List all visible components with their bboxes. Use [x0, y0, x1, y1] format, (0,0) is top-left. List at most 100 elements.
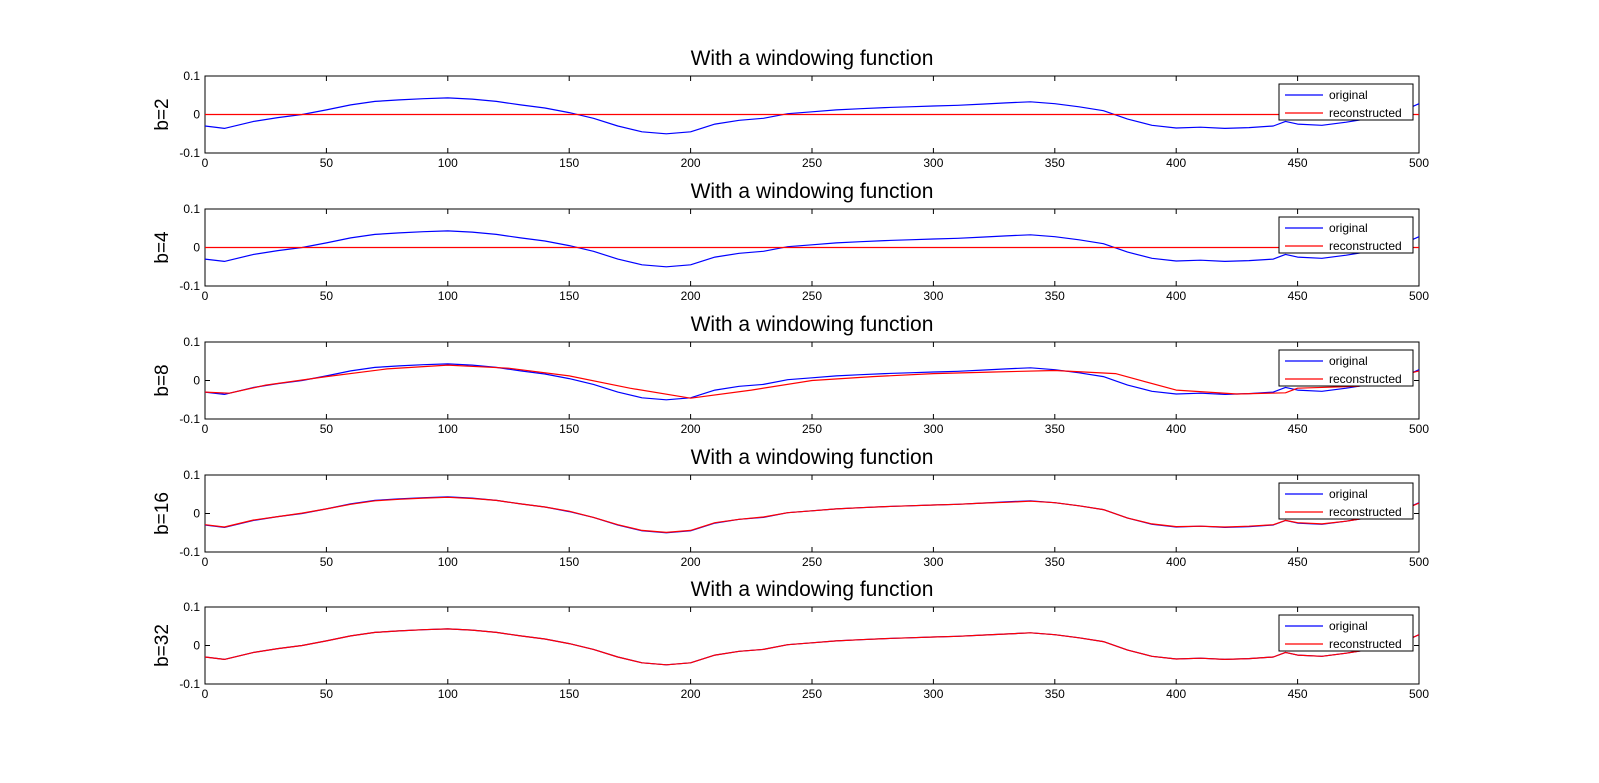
subplot-1: With a windowing function b=2 0 50 100 150 200…: [152, 47, 1429, 170]
axes-frame: [204, 606, 1420, 685]
series-line-reconstructed: [204, 628, 1420, 666]
x-tick-label: 300: [923, 156, 943, 170]
x-tick-label: 200: [681, 555, 701, 569]
y-tick-label: -0.1: [179, 545, 200, 559]
y-tick-label: 0.1: [183, 69, 200, 83]
x-tick-label: 0: [202, 156, 209, 170]
y-axis-label: b=8: [152, 364, 173, 396]
legend: original reconstructed: [1278, 216, 1414, 254]
y-tick-label: -0.1: [179, 146, 200, 160]
x-tick-label: 150: [559, 156, 579, 170]
axes-frame: [204, 474, 1420, 553]
x-tick-label: 300: [923, 422, 943, 436]
x-tick-label: 50: [320, 156, 334, 170]
x-tick-label: 200: [681, 289, 701, 303]
x-tick-label: 150: [559, 289, 579, 303]
legend-box: [1278, 83, 1414, 121]
x-tick-label: 350: [1045, 289, 1065, 303]
x-tick-label: 450: [1288, 289, 1308, 303]
legend-label-original: original: [1329, 619, 1368, 633]
x-tick-label: 350: [1045, 422, 1065, 436]
legend-label-reconstructed: reconstructed: [1329, 239, 1402, 253]
y-tick-label: 0.1: [183, 202, 200, 216]
chart-title: With a windowing function: [691, 446, 934, 469]
chart-title: With a windowing function: [691, 578, 934, 601]
legend-label-original: original: [1329, 88, 1368, 102]
y-tick-label: -0.1: [179, 279, 200, 293]
x-tick-label: 400: [1166, 289, 1186, 303]
legend: original reconstructed: [1278, 614, 1414, 652]
y-tick-label: 0: [193, 241, 200, 255]
legend-label-reconstructed: reconstructed: [1329, 106, 1402, 120]
legend-box: [1278, 614, 1414, 652]
y-tick-label: 0: [193, 639, 200, 653]
x-tick-label: 100: [438, 156, 458, 170]
x-tick-label: 200: [681, 422, 701, 436]
x-tick-label: 200: [681, 687, 701, 701]
x-tick-label: 100: [438, 422, 458, 436]
legend-label-original: original: [1329, 221, 1368, 235]
x-tick-label: 400: [1166, 687, 1186, 701]
x-tick-label: 450: [1288, 422, 1308, 436]
x-tick-label: 200: [681, 156, 701, 170]
x-tick-label: 50: [320, 555, 334, 569]
x-tick-label: 0: [202, 687, 209, 701]
subplot-4: With a windowing function b=16 0 50 100 150 20…: [152, 446, 1429, 569]
subplot-3: With a windowing function b=8 0 50 100 150 200…: [152, 313, 1429, 436]
subplot-5: With a windowing function b=32 0 50 100 150 20…: [152, 578, 1429, 701]
chart-title: With a windowing function: [691, 47, 934, 70]
x-tick-label: 450: [1288, 156, 1308, 170]
x-tick-label: 250: [802, 422, 822, 436]
x-tick-label: 400: [1166, 422, 1186, 436]
x-tick-label: 450: [1288, 687, 1308, 701]
legend-box: [1278, 216, 1414, 254]
series-line-reconstructed: [204, 364, 1420, 399]
x-tick-label: 300: [923, 687, 943, 701]
legend: original reconstructed: [1278, 349, 1414, 387]
legend: original reconstructed: [1278, 83, 1414, 121]
y-tick-label: 0: [193, 507, 200, 521]
x-tick-label: 250: [802, 156, 822, 170]
x-tick-label: 300: [923, 555, 943, 569]
x-tick-label: 150: [559, 422, 579, 436]
x-tick-label: 0: [202, 289, 209, 303]
x-tick-label: 500: [1409, 555, 1429, 569]
x-tick-label: 300: [923, 289, 943, 303]
x-tick-label: 250: [802, 289, 822, 303]
x-tick-label: 250: [802, 687, 822, 701]
x-tick-label: 500: [1409, 422, 1429, 436]
x-tick-label: 50: [320, 289, 334, 303]
x-tick-label: 150: [559, 687, 579, 701]
series-line-reconstructed: [204, 496, 1420, 534]
x-tick-label: 0: [202, 422, 209, 436]
x-tick-label: 0: [202, 555, 209, 569]
x-tick-label: 400: [1166, 555, 1186, 569]
legend-label-reconstructed: reconstructed: [1329, 505, 1402, 519]
x-tick-label: 100: [438, 687, 458, 701]
x-tick-label: 100: [438, 289, 458, 303]
series-line-original: [204, 230, 1420, 268]
y-tick-label: 0.1: [183, 600, 200, 614]
legend-label-reconstructed: reconstructed: [1329, 372, 1402, 386]
y-axis-label: b=4: [152, 231, 173, 264]
legend-label-original: original: [1329, 354, 1368, 368]
x-tick-label: 450: [1288, 555, 1308, 569]
chart-title: With a windowing function: [691, 180, 934, 203]
y-tick-label: -0.1: [179, 677, 200, 691]
legend-label-original: original: [1329, 487, 1368, 501]
x-tick-label: 500: [1409, 156, 1429, 170]
x-tick-label: 350: [1045, 156, 1065, 170]
x-tick-label: 100: [438, 555, 458, 569]
x-tick-label: 50: [320, 687, 334, 701]
y-axis-label: b=16: [152, 492, 173, 535]
y-axis-label: b=32: [152, 624, 173, 667]
legend-label-reconstructed: reconstructed: [1329, 637, 1402, 651]
x-tick-label: 50: [320, 422, 334, 436]
y-tick-label: 0: [193, 374, 200, 388]
y-tick-label: 0: [193, 108, 200, 122]
legend-box: [1278, 482, 1414, 520]
x-tick-label: 350: [1045, 687, 1065, 701]
y-tick-label: 0.1: [183, 468, 200, 482]
x-tick-label: 500: [1409, 289, 1429, 303]
